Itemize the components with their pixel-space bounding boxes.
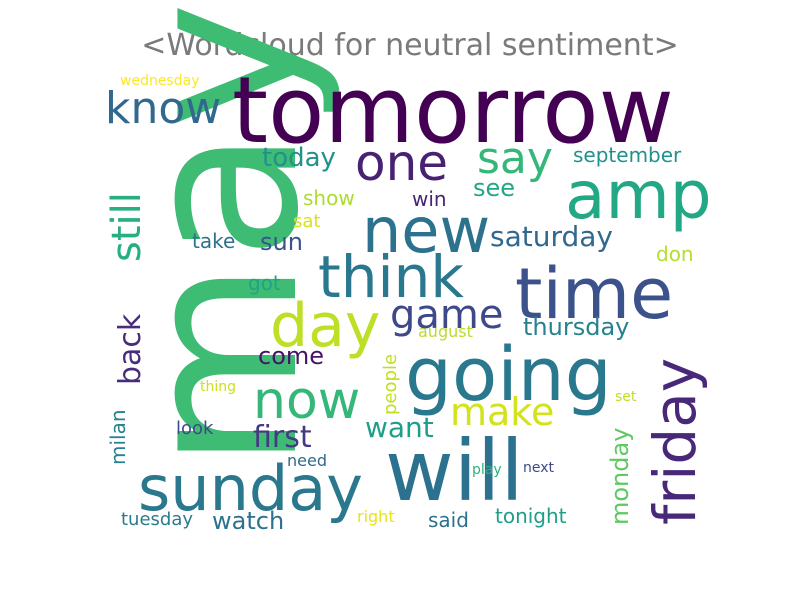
word-today: today xyxy=(262,143,336,173)
word-milan: milan xyxy=(106,409,130,465)
word-wednesday: wednesday xyxy=(120,73,199,89)
word-watch: watch xyxy=(212,507,284,535)
word-look: look xyxy=(176,418,214,439)
word-tonight: tonight xyxy=(495,504,567,528)
word-monday: monday xyxy=(606,428,634,525)
word-now: now xyxy=(253,371,360,431)
word-next: next xyxy=(523,460,555,476)
word-sat: sat xyxy=(293,211,320,232)
word-take: take xyxy=(192,229,235,253)
word-show: show xyxy=(303,186,355,210)
word-come: come xyxy=(258,342,324,370)
word-need: need xyxy=(287,451,327,470)
word-know: know xyxy=(105,83,221,134)
word-day: day xyxy=(270,291,380,361)
word-think: think xyxy=(318,243,464,311)
word-play: play xyxy=(472,462,502,478)
word-sun: sun xyxy=(260,228,303,256)
word-set: set xyxy=(615,389,637,405)
word-will: will xyxy=(385,422,524,520)
word-saturday: saturday xyxy=(490,220,613,253)
word-tuesday: tuesday xyxy=(121,509,193,530)
word-august: august xyxy=(418,322,473,341)
word-going: going xyxy=(405,332,612,418)
word-back: back xyxy=(113,313,148,385)
word-tomorrow: tomorrow xyxy=(232,57,674,164)
word-want: want xyxy=(365,411,434,444)
word-see: see xyxy=(473,174,515,202)
word-amp: amp xyxy=(565,157,712,234)
word-say: say xyxy=(477,133,553,184)
word-first: first xyxy=(253,420,312,455)
word-may: may xyxy=(95,2,346,470)
word-win: win xyxy=(412,187,447,211)
word-thing: thing xyxy=(200,379,236,395)
word-got: got xyxy=(248,271,281,295)
word-new: new xyxy=(362,194,490,267)
word-friday: friday xyxy=(641,358,709,525)
word-one: one xyxy=(355,134,448,192)
word-september: september xyxy=(573,143,682,167)
word-game: game xyxy=(390,292,503,338)
word-make: make xyxy=(450,390,554,434)
word-right: right xyxy=(357,507,395,526)
chart-title: <Wordcloud for neutral sentiment> xyxy=(141,28,679,63)
word-said: said xyxy=(428,508,469,532)
word-don: don xyxy=(656,242,694,266)
word-people: people xyxy=(380,354,401,415)
word-sunday: sunday xyxy=(138,452,363,525)
word-thursday: thursday xyxy=(523,313,629,341)
word-still: still xyxy=(104,192,150,262)
word-time: time xyxy=(515,253,673,335)
